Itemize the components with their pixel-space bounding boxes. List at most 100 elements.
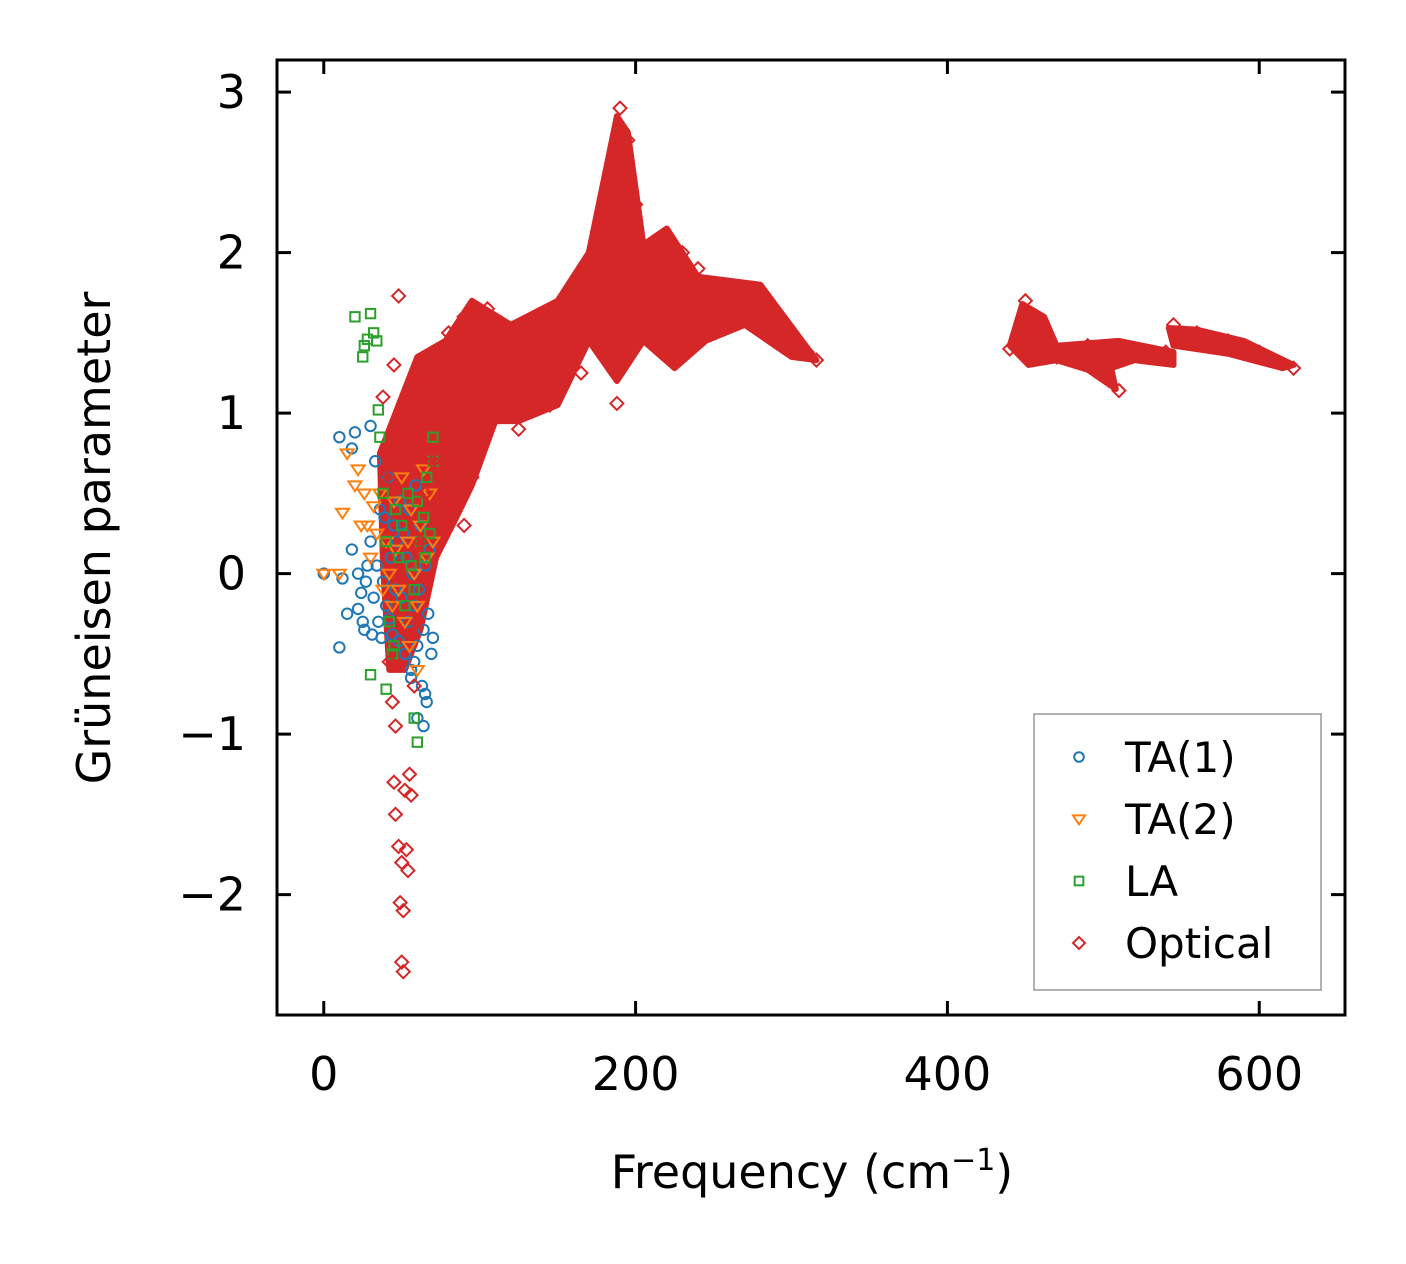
point-ta-2 — [338, 448, 356, 461]
point-optical — [440, 324, 457, 341]
point-optical — [666, 340, 683, 357]
point-optical — [1251, 344, 1268, 361]
point-ta-1 — [345, 543, 359, 556]
point-ta-1 — [417, 719, 430, 733]
point-optical — [736, 300, 753, 317]
point-ta-1 — [372, 615, 385, 628]
point-la — [383, 616, 395, 628]
point-optical — [705, 324, 722, 341]
point-optical — [705, 284, 722, 301]
point-optical — [1048, 349, 1065, 365]
point-optical — [1157, 344, 1174, 361]
point-la — [388, 640, 400, 652]
point-ta-1 — [426, 631, 440, 645]
point-ta-1 — [333, 641, 346, 654]
point-ta-1 — [387, 519, 401, 532]
point-optical — [456, 517, 473, 534]
point-ta-2 — [390, 584, 407, 598]
point-ta-2 — [368, 528, 386, 542]
point-optical — [1220, 332, 1236, 349]
point-la — [349, 311, 361, 323]
point-la — [358, 340, 370, 352]
point-optical — [752, 292, 769, 309]
point-ta-1 — [375, 631, 388, 645]
point-optical — [549, 308, 566, 325]
x-axis-title: Frequency (cm−1) — [611, 1143, 1014, 1199]
point-optical — [384, 694, 401, 710]
point-la — [374, 431, 386, 443]
point-optical — [565, 292, 582, 309]
y-axis: 3 2 1 0 −1 −2 — [178, 65, 1345, 922]
y-tick-label: 1 — [217, 386, 246, 440]
point-ta-2 — [396, 616, 414, 630]
point-ta-1 — [409, 479, 422, 492]
point-optical — [580, 276, 597, 293]
point-la — [361, 333, 374, 345]
point-ta-2 — [334, 507, 351, 521]
point-ta-2 — [401, 640, 418, 654]
point-optical — [412, 533, 429, 550]
point-la — [380, 683, 392, 695]
point-la — [427, 455, 439, 467]
point-ta-1 — [351, 567, 365, 580]
point-ta-2 — [385, 496, 403, 510]
y-tick-label: 2 — [217, 226, 246, 280]
point-la — [371, 335, 383, 347]
point-ta-2 — [315, 568, 333, 582]
point-ta-2 — [387, 544, 404, 558]
point-optical — [799, 344, 816, 361]
point-optical — [596, 308, 613, 325]
point-optical — [400, 862, 416, 879]
y-tick-label: −2 — [178, 868, 246, 922]
legend-marker-ta-2 — [1071, 814, 1087, 827]
point-ta-2 — [393, 472, 411, 485]
point-ta-2 — [408, 600, 426, 614]
point-optical — [409, 613, 426, 630]
point-optical — [1142, 349, 1159, 365]
point-ta-1 — [369, 455, 382, 468]
point-ta-1 — [376, 575, 390, 588]
point-la — [372, 404, 385, 416]
point-optical — [381, 653, 398, 670]
point-ta-1 — [359, 575, 373, 588]
y-axis-title: Grüneisen parameter — [67, 291, 121, 784]
point-optical — [390, 838, 407, 855]
point-optical — [417, 485, 434, 502]
legend-label-optical: Optical — [1125, 919, 1273, 968]
point-ta-1 — [417, 623, 430, 636]
point-ta-2 — [380, 568, 398, 582]
point-ta-2 — [346, 480, 364, 493]
point-optical — [406, 678, 423, 694]
point-ta-2 — [349, 464, 367, 477]
point-la — [380, 535, 392, 548]
point-ta-1 — [384, 551, 398, 564]
scatter-points — [315, 100, 1302, 980]
legend-marker-ta-1 — [1073, 751, 1085, 763]
point-optical — [1165, 316, 1182, 333]
point-ta-1 — [418, 687, 432, 701]
point-la — [396, 519, 408, 532]
point-la — [405, 559, 417, 572]
point-optical — [627, 332, 644, 349]
x-tick-label: 400 — [904, 1047, 992, 1101]
point-optical — [1064, 340, 1081, 357]
legend-label-la: LA — [1125, 857, 1178, 906]
point-ta-1 — [398, 647, 412, 661]
point-ta-1 — [422, 607, 435, 620]
point-optical — [424, 453, 441, 470]
point-optical — [1017, 292, 1034, 309]
point-optical — [386, 357, 402, 373]
point-la — [364, 669, 377, 681]
point-optical — [721, 292, 738, 309]
legend-label-ta-2: TA(2) — [1124, 795, 1236, 844]
point-optical — [432, 389, 449, 405]
optical-band-3 — [1165, 325, 1297, 372]
point-optical — [608, 395, 625, 412]
point-ta-1 — [386, 628, 399, 641]
y-tick-label: 3 — [217, 65, 246, 119]
point-optical — [1285, 360, 1302, 377]
point-ta-1 — [378, 511, 391, 524]
point-optical — [386, 774, 402, 791]
point-optical — [510, 421, 527, 438]
point-optical — [1033, 316, 1049, 333]
